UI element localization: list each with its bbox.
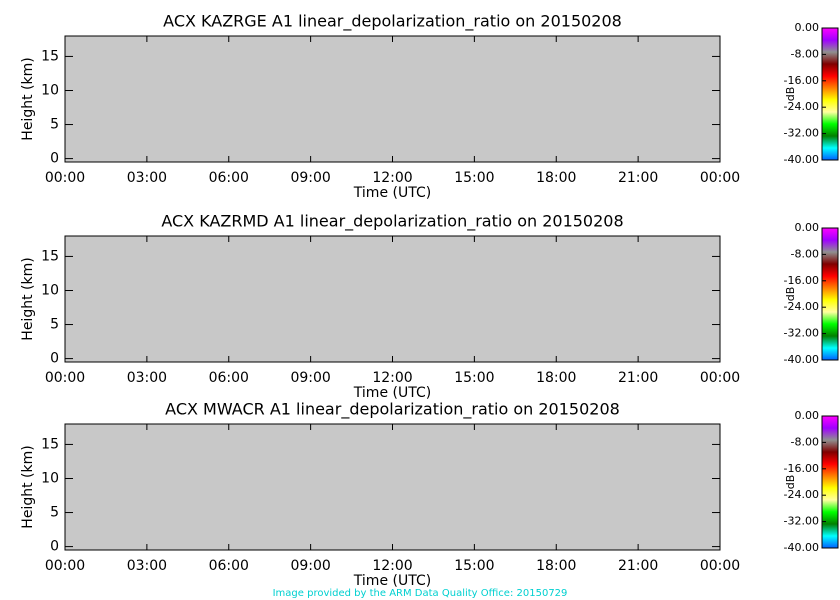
colorbar-tick-label: -8.00 (791, 247, 819, 260)
chart-title: ACX KAZRGE A1 linear_depolarization_rati… (163, 12, 622, 32)
colorbar-tick-label: -24.00 (784, 488, 819, 501)
x-axis-label: Time (UTC) (353, 573, 431, 589)
plot-area (64, 423, 721, 551)
plot-area (64, 35, 721, 163)
colorbar-tick-label: -24.00 (784, 300, 819, 313)
x-tick-label: 21:00 (618, 558, 658, 574)
x-tick-label: 18:00 (536, 558, 576, 574)
x-axis-label: Time (UTC) (353, 185, 431, 201)
x-tick-label: 21:00 (618, 370, 658, 386)
x-tick-label: 12:00 (372, 370, 412, 386)
x-tick-label: 15:00 (454, 558, 494, 574)
colorbar (821, 27, 839, 161)
colorbar-tick-label: -8.00 (791, 47, 819, 60)
colorbar-tick-label: -40.00 (784, 353, 819, 366)
y-tick-label: 15 (41, 48, 59, 64)
x-tick-label: 00:00 (45, 170, 85, 186)
y-tick-label: 0 (50, 539, 59, 555)
colorbar (821, 415, 839, 549)
colorbar-tick-label: -32.00 (784, 515, 819, 528)
x-tick-label: 03:00 (127, 170, 167, 186)
y-tick-label: 10 (41, 282, 59, 298)
x-tick-label: 06:00 (209, 370, 249, 386)
x-tick-label: 18:00 (536, 170, 576, 186)
colorbar (821, 227, 839, 361)
y-tick-label: 0 (50, 151, 59, 167)
colorbar-tick-label: 0.00 (795, 21, 820, 34)
colorbar-tick-label: -16.00 (784, 274, 819, 287)
colorbar-tick-label: -32.00 (784, 127, 819, 140)
y-tick-label: 10 (41, 82, 59, 98)
plot-area (64, 235, 721, 363)
x-tick-label: 09:00 (290, 558, 330, 574)
footer: Image provided by the ARM Data Quality O… (273, 588, 568, 599)
y-tick-label: 15 (41, 248, 59, 264)
x-tick-label: 03:00 (127, 370, 167, 386)
x-tick-label: 06:00 (209, 170, 249, 186)
x-tick-label: 18:00 (536, 370, 576, 386)
colorbar-tick-label: -16.00 (784, 74, 819, 87)
x-tick-label: 00:00 (45, 558, 85, 574)
y-tick-label: 10 (41, 470, 59, 486)
x-tick-label: 00:00 (700, 170, 740, 186)
x-tick-label: 15:00 (454, 170, 494, 186)
x-tick-label: 15:00 (454, 370, 494, 386)
colorbar-tick-label: -24.00 (784, 100, 819, 113)
x-tick-label: 12:00 (372, 170, 412, 186)
colorbar-tick-label: -40.00 (784, 153, 819, 166)
x-tick-label: 00:00 (45, 370, 85, 386)
chart-title: ACX KAZRMD A1 linear_depolarization_rati… (161, 212, 623, 232)
x-tick-label: 12:00 (372, 558, 412, 574)
colorbar-tick-label: -32.00 (784, 327, 819, 340)
chart-title: ACX MWACR A1 linear_depolarization_ratio… (165, 400, 620, 420)
x-tick-label: 09:00 (290, 170, 330, 186)
colorbar-label: dB (784, 475, 797, 490)
y-axis-label: Height (km) (20, 257, 36, 340)
colorbar-tick-label: -40.00 (784, 541, 819, 554)
x-axis-label: Time (UTC) (353, 385, 431, 401)
x-tick-label: 00:00 (700, 558, 740, 574)
x-tick-label: 03:00 (127, 558, 167, 574)
x-tick-label: 06:00 (209, 558, 249, 574)
colorbar-tick-label: 0.00 (795, 409, 820, 422)
x-tick-label: 21:00 (618, 170, 658, 186)
y-tick-label: 15 (41, 436, 59, 452)
colorbar-tick-label: 0.00 (795, 221, 820, 234)
colorbar-label: dB (784, 87, 797, 102)
colorbar-tick-label: -8.00 (791, 435, 819, 448)
colorbar-tick-label: -16.00 (784, 462, 819, 475)
x-tick-label: 00:00 (700, 370, 740, 386)
x-tick-label: 09:00 (290, 370, 330, 386)
colorbar-label: dB (784, 287, 797, 302)
y-tick-label: 0 (50, 351, 59, 367)
y-axis-label: Height (km) (20, 57, 36, 140)
y-tick-label: 5 (50, 317, 59, 333)
y-axis-label: Height (km) (20, 445, 36, 528)
y-tick-label: 5 (50, 505, 59, 521)
y-tick-label: 5 (50, 117, 59, 133)
